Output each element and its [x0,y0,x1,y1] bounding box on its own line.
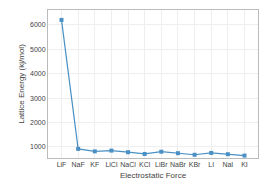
svg-text:Electrostatic Force: Electrostatic Force [120,171,187,180]
svg-text:NaF: NaF [72,161,85,168]
svg-text:1000: 1000 [30,143,46,150]
svg-text:3000: 3000 [30,95,46,102]
svg-text:KI: KI [241,161,248,168]
svg-text:4000: 4000 [30,70,46,77]
svg-text:KF: KF [90,161,99,168]
svg-text:6000: 6000 [30,21,46,28]
svg-text:NaBr: NaBr [170,161,187,168]
svg-text:LiCl: LiCl [105,161,118,168]
svg-text:KCl: KCl [139,161,151,168]
svg-text:KBr: KBr [189,161,201,168]
svg-text:Lattice Energy (kj/mol): Lattice Energy (kj/mol) [17,44,26,124]
svg-text:LiBr: LiBr [155,161,168,168]
svg-text:NaCl: NaCl [120,161,136,168]
svg-text:5000: 5000 [30,46,46,53]
svg-text:LiF: LiF [57,161,67,168]
svg-text:2000: 2000 [30,119,46,126]
svg-text:LI: LI [208,161,214,168]
svg-text:NaI: NaI [222,161,233,168]
